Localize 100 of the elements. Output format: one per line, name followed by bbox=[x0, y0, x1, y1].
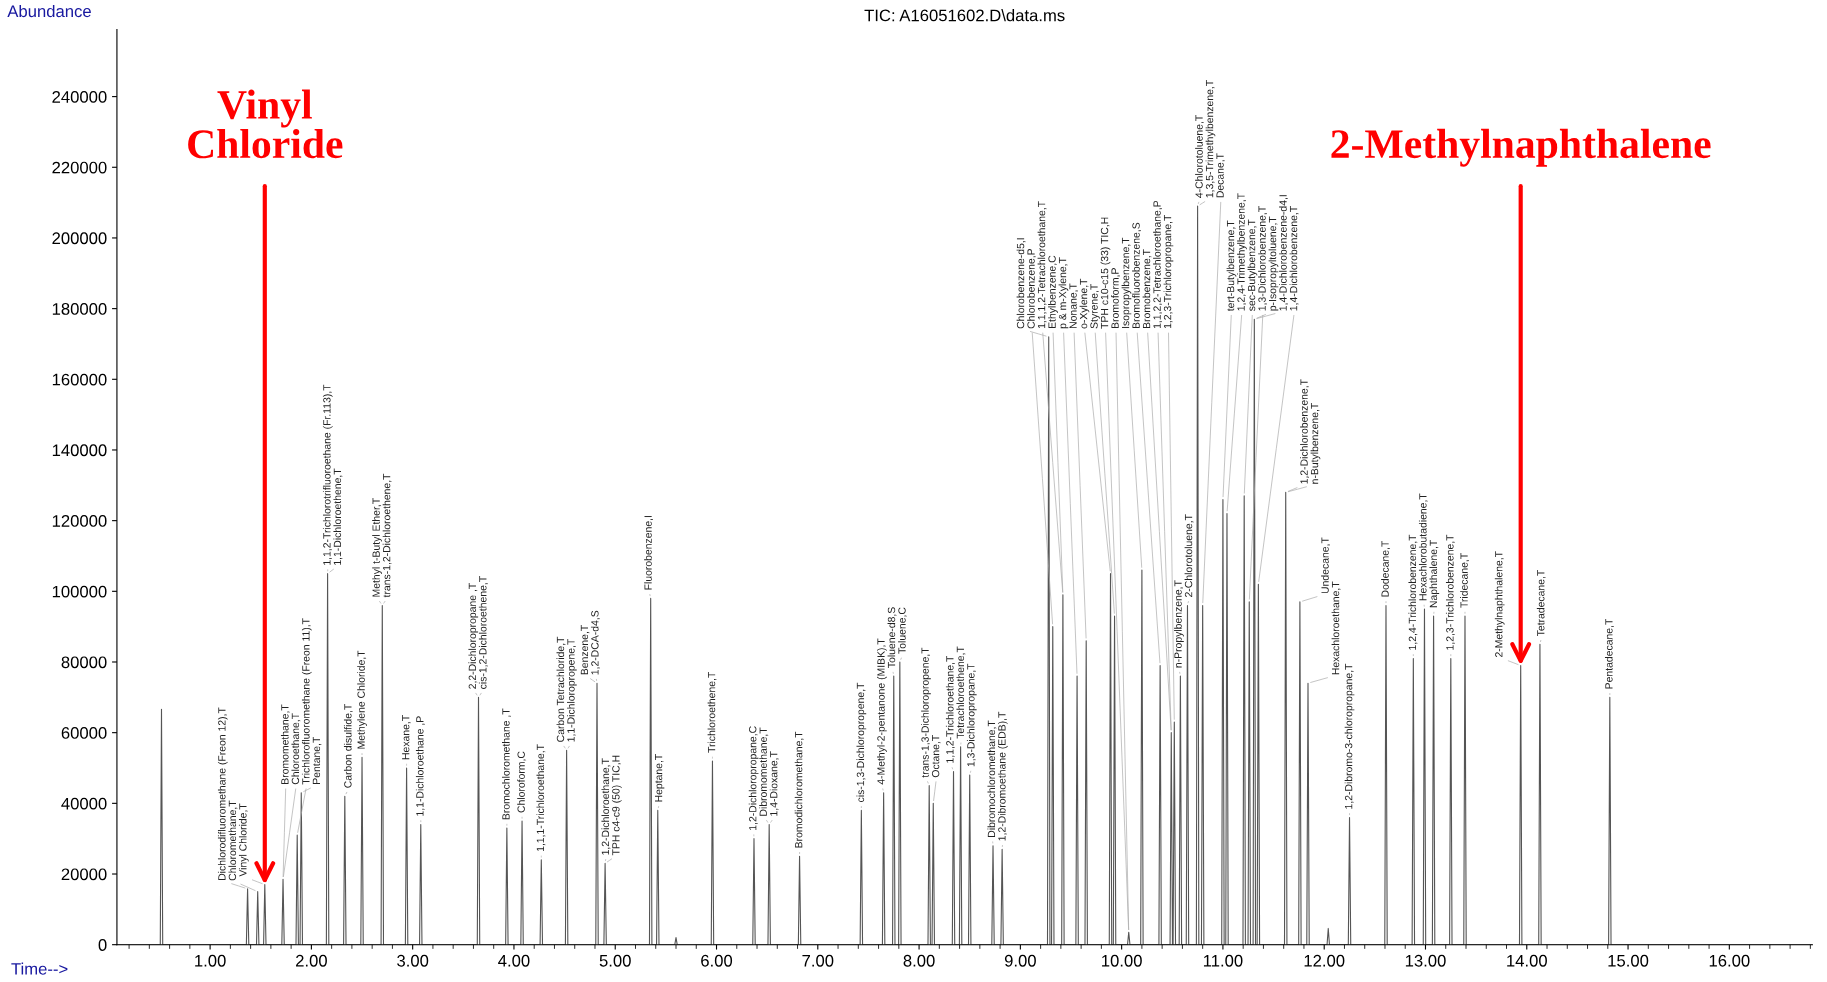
annotation: 1,4-Dichlorobenzene,T bbox=[1289, 206, 1299, 311]
y-tick-label: 240000 bbox=[52, 91, 107, 103]
annotation: 1,3-Dichlorobenzene,T bbox=[1258, 206, 1267, 311]
annotation: 4-Methyl-2-pentanone (MIBK),T bbox=[877, 638, 887, 785]
y-tick-label: 0 bbox=[98, 939, 107, 951]
y-axis-title: Abundance bbox=[7, 4, 91, 18]
annotation: Chloroform,C bbox=[517, 751, 527, 813]
annotation: Nonane,T bbox=[1069, 283, 1078, 329]
annotation: 1,2,3-Trichloropropane,T bbox=[1163, 214, 1174, 329]
annotation: Dibromomethane,T bbox=[759, 727, 769, 816]
annotation: Bromoform,P bbox=[1111, 268, 1120, 329]
annotation: Chlorobenzene,P bbox=[1027, 248, 1036, 329]
annotation: Carbon disulfide,T bbox=[343, 703, 353, 788]
annotation: 2-Methylnaphthalene bbox=[1331, 128, 1711, 167]
x-tick-label: 1.00 bbox=[195, 954, 226, 967]
y-tick-label: 60000 bbox=[61, 727, 107, 739]
annotation: 1,1,1-Trichloroethane,T bbox=[536, 744, 546, 852]
y-tick-label: 200000 bbox=[52, 232, 107, 245]
annotation: Benzene,T bbox=[580, 625, 590, 675]
annotation: Tetrachloroethene,T bbox=[956, 646, 966, 739]
x-tick-label: 16.00 bbox=[1709, 954, 1750, 967]
annotation: Isopropylbenzene,T bbox=[1121, 237, 1132, 328]
annotation: Undecane,T bbox=[1321, 537, 1330, 594]
annotation: 1,2-Dichloropropane,C bbox=[748, 726, 759, 830]
annotation: 1,1,1,2-Tetrachloroethane,T bbox=[1037, 201, 1047, 329]
annotation: 1,2-Dichloroethane,T bbox=[601, 758, 611, 855]
annotation: 4-Chlorotoluene,T bbox=[1195, 115, 1204, 198]
annotation: Heptane,T bbox=[655, 754, 665, 802]
x-tick-label: 12.00 bbox=[1304, 954, 1345, 967]
annotation: Ethylbenzene,C bbox=[1048, 255, 1058, 329]
y-tick-label: 120000 bbox=[52, 515, 107, 527]
annotation: Vinyl Chloride,T bbox=[238, 803, 249, 877]
y-tick-label: 160000 bbox=[52, 373, 107, 386]
annotation: Pentane,T bbox=[312, 736, 322, 784]
x-tick-label: 14.00 bbox=[1507, 954, 1547, 967]
y-tick-label: 180000 bbox=[52, 303, 107, 315]
annotation: Octane,T bbox=[931, 735, 941, 778]
x-tick-label: 5.00 bbox=[599, 954, 631, 967]
annotation: 1,3,5-Trimethylbenzene,T bbox=[1205, 80, 1216, 198]
annotation: Trichloroethene,T bbox=[707, 671, 717, 753]
x-tick-label: 4.00 bbox=[498, 954, 530, 967]
annotation: 1,1,2,2-Tetrachloroethane,P bbox=[1153, 200, 1162, 329]
annotation: 1,1-Dichloroethane ,P bbox=[415, 716, 425, 816]
annotation: 1,2-Dibromoethane (EDB),T bbox=[997, 711, 1008, 841]
annotation: Fluorobenzene,I bbox=[644, 516, 653, 590]
x-tick-label: 3.00 bbox=[397, 954, 429, 967]
annotation: tert-Butylbenzene,T bbox=[1226, 220, 1237, 312]
annotation: Tridecane,T bbox=[1460, 553, 1470, 608]
annotation: Toluene,C bbox=[898, 607, 907, 654]
annotation: Chloroethane,T bbox=[291, 713, 301, 785]
y-tick-label: 80000 bbox=[61, 656, 107, 669]
x-tick-label: 6.00 bbox=[701, 954, 733, 967]
annotation: Naphthalene,T bbox=[1429, 539, 1440, 608]
annotation: 1,1-Dichloropropene,T bbox=[567, 638, 577, 742]
annotation: Methylene Chloride,T bbox=[357, 650, 367, 749]
annotation: 2-Chlorotoluene,T bbox=[1184, 514, 1194, 597]
annotation: Dibromochloromethane,T bbox=[987, 720, 997, 837]
annotation: Vinyl Chloride bbox=[188, 89, 343, 159]
annotation: 2,2-Dichloropropane ,T bbox=[468, 583, 479, 689]
annotation: Carbon Tetrachloride,T bbox=[556, 636, 566, 742]
x-axis-title: Time--> bbox=[11, 962, 68, 975]
annotation: Hexachlorobutadiene,T bbox=[1418, 493, 1428, 601]
annotation: Bromofluorobenzene,S bbox=[1132, 222, 1141, 329]
annotation: Hexachloroethane,T bbox=[1331, 581, 1341, 675]
annotation: Dichlorodifluoromethane (Freon 12),T bbox=[217, 707, 228, 880]
annotation: Decane,T bbox=[1216, 153, 1225, 198]
annotation: cis-1,2-Dichloroethene,T bbox=[478, 576, 488, 689]
annotation: 2-Methylnaphthalene,T bbox=[1494, 551, 1505, 657]
x-tick-label: 10.00 bbox=[1102, 954, 1142, 967]
y-tick-label: 100000 bbox=[52, 585, 107, 598]
annotation: Toluene-d8,S bbox=[887, 607, 897, 668]
y-tick-label: 220000 bbox=[52, 161, 107, 174]
annotation: p & m-Xylene,T bbox=[1058, 257, 1069, 329]
annotation: 1,4-Dioxane,T bbox=[769, 751, 779, 816]
y-tick-label: 140000 bbox=[52, 444, 107, 457]
annotation: 1,4-Dichlorobenzene-d4,I bbox=[1279, 195, 1288, 311]
annotation: Trichlorofluoromethane (Freon 11),T bbox=[301, 618, 312, 785]
annotation: p-Isopropyltoluene,T bbox=[1268, 216, 1279, 311]
annotation: Methyl t-Butyl Ether,T bbox=[372, 498, 382, 597]
annotation: n-Propylbenzene,T bbox=[1174, 580, 1184, 668]
annotation: sec-Butylbenzene,T bbox=[1247, 219, 1258, 311]
annotation: trans-1,3-Dichloropropene,T bbox=[921, 647, 931, 778]
annotation: 1,2-DCA-d4,S bbox=[590, 610, 600, 675]
annotation: 1,2,4-Trimethylbenzene,T bbox=[1237, 193, 1247, 311]
annotation: o-Xylene,T bbox=[1079, 278, 1090, 329]
x-tick-label: 8.00 bbox=[903, 954, 935, 967]
x-tick-label: 7.00 bbox=[802, 954, 834, 967]
annotation: TPH c10-c15 (33) TIC,H bbox=[1100, 217, 1111, 329]
annotation: 1,1,2-Trichlorotrifluoroethane (Fr.113),T bbox=[322, 384, 333, 565]
annotation: Tetradecane,T bbox=[1536, 569, 1546, 637]
x-tick-label: 13.00 bbox=[1405, 954, 1446, 967]
annotation: Chlorobenzene-d5,I bbox=[1016, 238, 1026, 329]
annotation: 1,1-Dichloroethene,T bbox=[333, 468, 343, 565]
annotation: TPH c4-c9 (50) TIC,H bbox=[611, 755, 622, 856]
x-tick-label: 9.00 bbox=[1004, 954, 1036, 967]
annotation: 1,2-Dichlorobenzene,T bbox=[1300, 379, 1309, 484]
annotation: Bromochloromethane ,T bbox=[502, 708, 511, 820]
annotation: Hexane,T bbox=[402, 715, 411, 760]
annotation: 1,2,3-Trichlorobenzene,T bbox=[1445, 534, 1455, 650]
annotation: cis-1,3-Dichloropropene,T bbox=[856, 682, 867, 802]
